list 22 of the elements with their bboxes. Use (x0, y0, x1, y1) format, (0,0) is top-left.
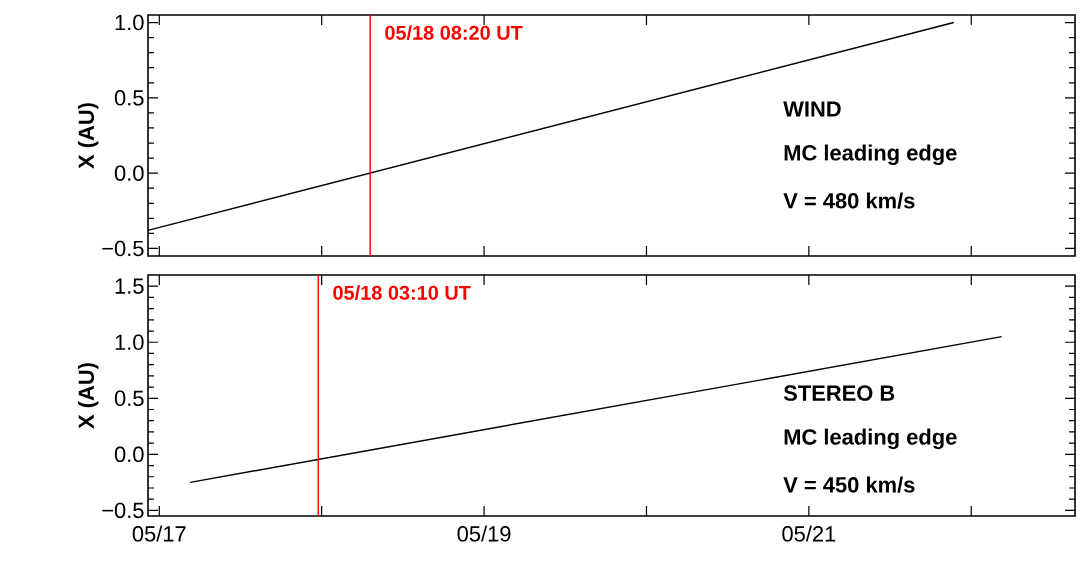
annotation: WIND (783, 101, 841, 117)
annotation: MC leading edge (784, 144, 957, 166)
y-tick-label: −0.5 (102, 240, 144, 257)
annotation: V = 450 km/s (783, 476, 915, 493)
y-tick-label: 1.0 (115, 14, 144, 31)
y-tick-label: 0.0 (114, 165, 144, 181)
x-tick-label: 05/17 (132, 525, 186, 542)
y-tick-label: 0.0 (114, 446, 144, 463)
x-tick-label: 05/19 (457, 525, 511, 542)
ref-line-label: 05/18 03:10 UT (333, 285, 471, 301)
annotation: STEREO B (783, 385, 895, 401)
ref-line-label: 05/18 08:20 UT (385, 25, 523, 41)
annotation: MC leading edge (784, 428, 957, 450)
y-tick-label: 0.5 (114, 90, 144, 106)
y-tick-label: 1.5 (115, 278, 144, 294)
x-tick-label: 05/21 (782, 525, 836, 542)
y-axis-title: X (AU) (77, 363, 99, 429)
y-tick-label: 0.5 (114, 390, 144, 407)
y-axis-title: X (AU) (77, 103, 99, 169)
y-tick-label: −0.5 (102, 502, 144, 519)
y-tick-label: 1.0 (115, 334, 144, 351)
annotation: V = 480 km/s (783, 192, 915, 209)
